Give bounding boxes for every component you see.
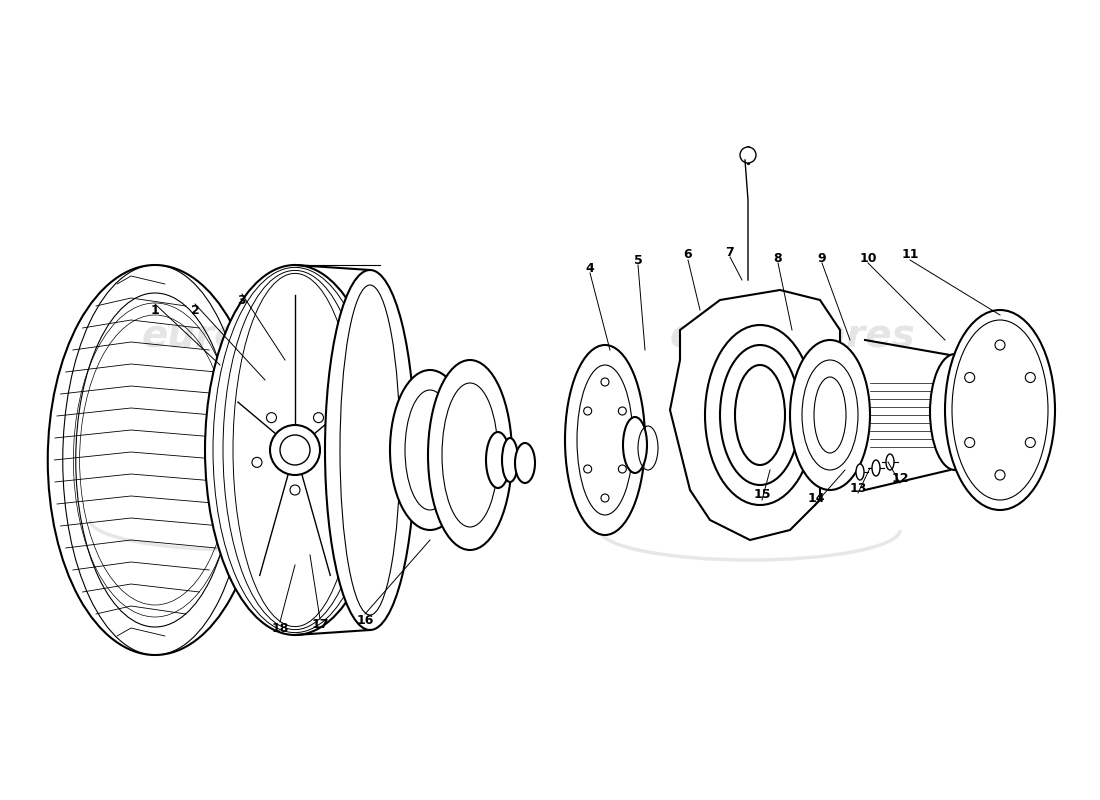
Text: 9: 9 bbox=[817, 251, 826, 265]
Text: 2: 2 bbox=[190, 303, 199, 317]
Text: 12: 12 bbox=[891, 471, 909, 485]
Ellipse shape bbox=[565, 345, 645, 535]
Text: 5: 5 bbox=[634, 254, 642, 266]
Ellipse shape bbox=[515, 443, 535, 483]
Text: 11: 11 bbox=[901, 249, 918, 262]
Text: 14: 14 bbox=[807, 491, 825, 505]
Ellipse shape bbox=[790, 340, 870, 490]
Text: 10: 10 bbox=[859, 251, 877, 265]
Text: eurospares: eurospares bbox=[141, 317, 387, 355]
PathPatch shape bbox=[670, 290, 840, 540]
Text: 6: 6 bbox=[684, 249, 692, 262]
Ellipse shape bbox=[872, 460, 880, 476]
Ellipse shape bbox=[502, 438, 518, 482]
Text: 17: 17 bbox=[311, 618, 329, 631]
Text: 8: 8 bbox=[773, 251, 782, 265]
Ellipse shape bbox=[886, 454, 894, 470]
Ellipse shape bbox=[205, 265, 385, 635]
Ellipse shape bbox=[945, 310, 1055, 510]
Text: 15: 15 bbox=[754, 489, 771, 502]
Ellipse shape bbox=[623, 417, 647, 473]
Text: 1: 1 bbox=[151, 303, 160, 317]
Text: 13: 13 bbox=[849, 482, 867, 494]
Text: eurospares: eurospares bbox=[669, 317, 915, 355]
Ellipse shape bbox=[856, 464, 864, 480]
Ellipse shape bbox=[486, 432, 510, 488]
Text: 3: 3 bbox=[238, 294, 246, 306]
Text: 18: 18 bbox=[272, 622, 288, 634]
Ellipse shape bbox=[720, 345, 800, 485]
Text: 16: 16 bbox=[356, 614, 374, 626]
Ellipse shape bbox=[270, 425, 320, 475]
Circle shape bbox=[740, 147, 756, 163]
Text: 4: 4 bbox=[585, 262, 594, 274]
Ellipse shape bbox=[735, 365, 785, 465]
Ellipse shape bbox=[930, 354, 980, 470]
Ellipse shape bbox=[705, 325, 815, 505]
Ellipse shape bbox=[324, 270, 415, 630]
Ellipse shape bbox=[428, 360, 512, 550]
Text: 7: 7 bbox=[726, 246, 735, 258]
Ellipse shape bbox=[390, 370, 470, 530]
